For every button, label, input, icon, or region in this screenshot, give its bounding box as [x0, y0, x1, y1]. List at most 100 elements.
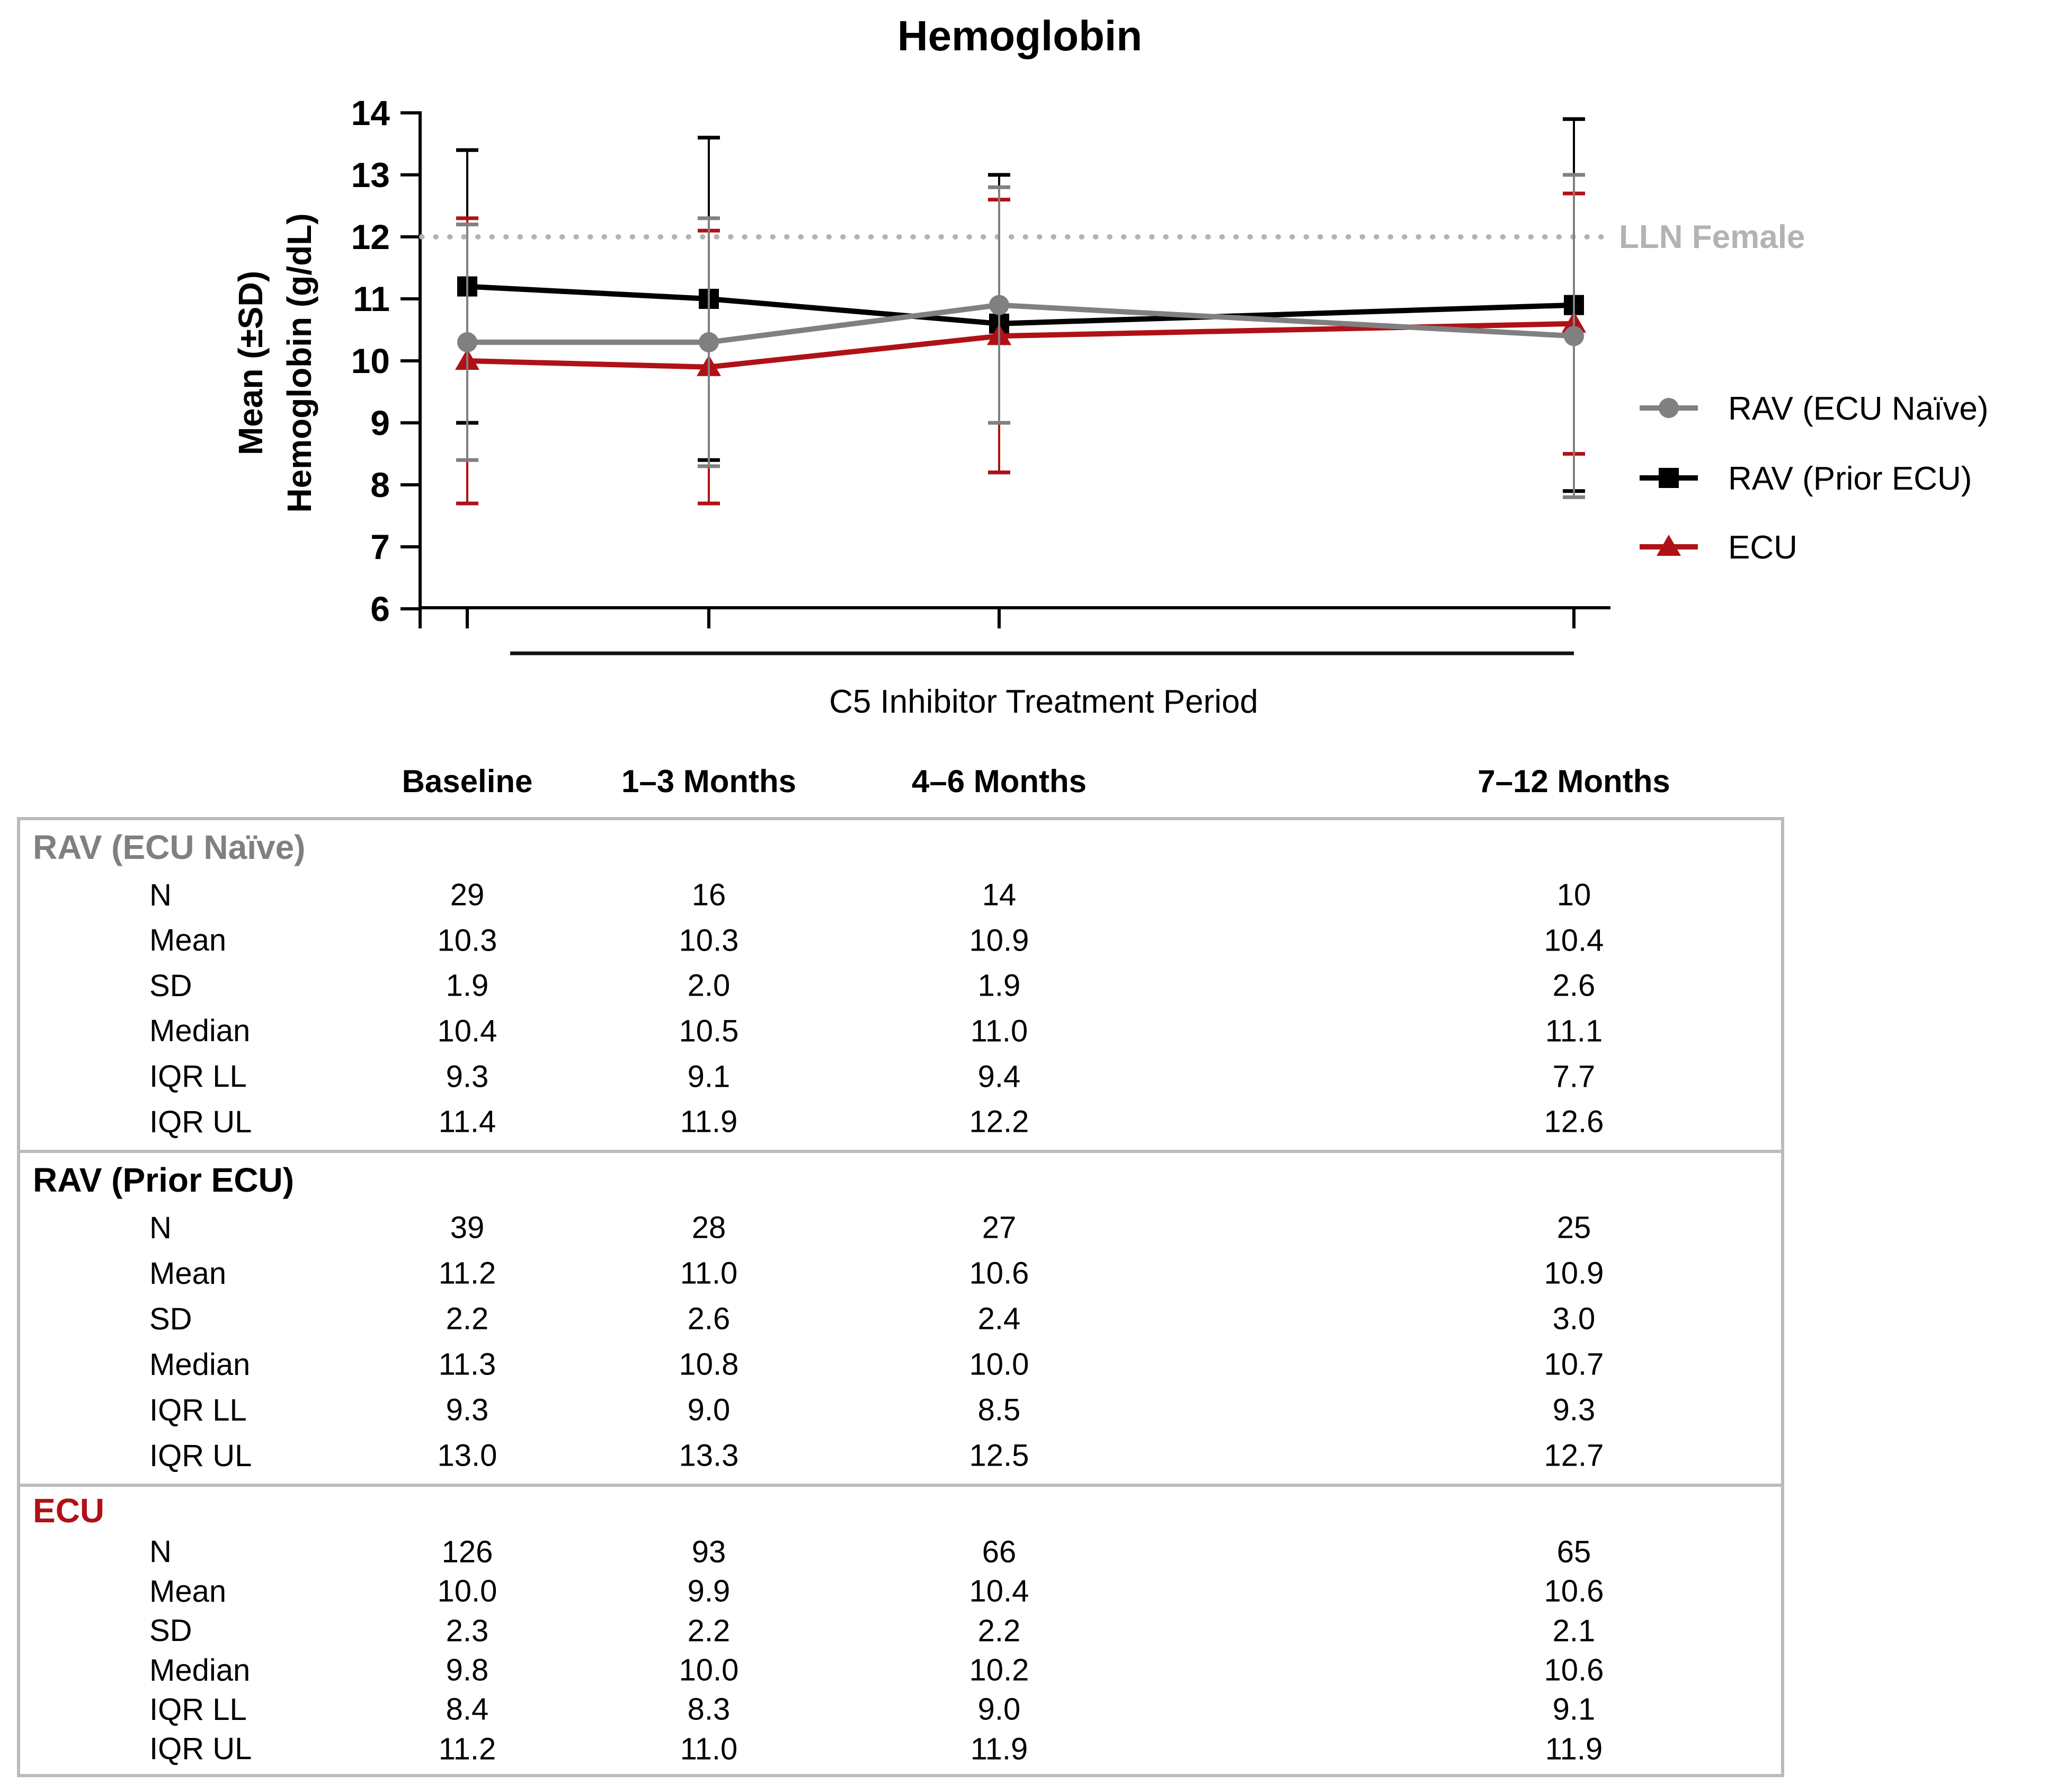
row-label: Mean [149, 923, 227, 958]
row-label: IQR LL [149, 1392, 247, 1427]
value-cell: 3.0 [1552, 1301, 1596, 1336]
y-tick-label: 7 [370, 527, 390, 566]
value-cell: 11.2 [438, 1256, 496, 1291]
value-cell: 65 [1556, 1534, 1591, 1569]
table-row: N 126 93 66 65 [20, 1532, 1781, 1572]
value-cell: 11.2 [438, 1732, 496, 1767]
value-cell: 10.0 [437, 1574, 497, 1609]
value-cell: 10.5 [679, 1014, 739, 1049]
value-cell: 9.3 [446, 1392, 489, 1427]
table-row: SD 1.9 2.0 1.9 2.6 [20, 963, 1781, 1008]
value-cell: 9.0 [977, 1692, 1021, 1727]
value-cell: 66 [982, 1534, 1017, 1569]
value-cell: 10.7 [1544, 1347, 1604, 1382]
value-cell: 1.9 [977, 968, 1021, 1003]
value-cell: 10.9 [969, 923, 1029, 958]
value-cell: 126 [441, 1534, 493, 1569]
value-cell: 13.3 [679, 1438, 739, 1473]
value-cell: 1.9 [446, 968, 489, 1003]
value-cell: 12.2 [969, 1104, 1029, 1139]
value-cell: 8.5 [977, 1392, 1021, 1427]
row-label: Mean [149, 1256, 227, 1291]
value-cell: 9.8 [446, 1653, 489, 1688]
table-row: IQR LL 8.4 8.3 9.0 9.1 [20, 1690, 1781, 1729]
row-label: IQR UL [149, 1732, 252, 1767]
value-cell: 12.7 [1544, 1438, 1604, 1473]
y-tick-label: 6 [370, 589, 390, 628]
chart-title: Hemoglobin [897, 12, 1142, 59]
value-cell: 10.2 [969, 1653, 1029, 1688]
y-tick-label: 8 [370, 465, 390, 504]
value-cell: 10 [1556, 877, 1591, 912]
value-cell: 10.8 [679, 1347, 739, 1382]
value-cell: 10.3 [437, 923, 497, 958]
value-cell: 2.4 [977, 1301, 1021, 1336]
circle-marker-icon [1564, 326, 1584, 347]
table-section-rav-prior-ecu: RAV (Prior ECU) N 39 28 27 25 Mean 11.2 11.0 10.6… [20, 1150, 1781, 1484]
row-label: Median [149, 1014, 251, 1049]
legend-square-icon [1659, 468, 1679, 488]
value-cell: 10.6 [1544, 1653, 1604, 1688]
circle-marker-icon [989, 295, 1009, 315]
table-row: Mean 10.3 10.3 10.9 10.4 [20, 918, 1781, 963]
row-label: IQR LL [149, 1059, 247, 1094]
row-label: N [149, 877, 172, 912]
table-row: IQR LL 9.3 9.0 8.5 9.3 [20, 1387, 1781, 1433]
value-cell: 10.4 [1544, 923, 1604, 958]
y-axis-label-line2: Hemoglobin (g/dL) [280, 213, 318, 512]
series-line-rav-prior-ecu [467, 283, 1574, 326]
table-row: Median 9.8 10.0 10.2 10.6 [20, 1651, 1781, 1690]
row-label: N [149, 1534, 172, 1569]
value-cell: 11.9 [970, 1732, 1028, 1767]
value-cell: 10.0 [969, 1347, 1029, 1382]
value-cell: 11.4 [438, 1104, 496, 1139]
value-cell: 2.2 [977, 1613, 1021, 1648]
value-cell: 7.7 [1552, 1059, 1596, 1094]
value-cell: 8.3 [687, 1692, 731, 1727]
value-cell: 12.6 [1544, 1104, 1604, 1139]
value-cell: 10.6 [969, 1256, 1029, 1291]
row-label: SD [149, 1301, 192, 1336]
value-cell: 11.0 [680, 1732, 738, 1767]
legend-item-ecu: ECU [1640, 529, 1797, 566]
series-line-rav-ecu-naive [467, 302, 1574, 345]
table-row: SD 2.3 2.2 2.2 2.1 [20, 1611, 1781, 1651]
value-cell: 2.1 [1552, 1613, 1596, 1648]
row-label: SD [149, 968, 192, 1003]
y-tick-label: 14 [351, 93, 390, 132]
value-cell: 10.4 [969, 1574, 1029, 1609]
value-cell: 9.1 [687, 1059, 731, 1094]
value-cell: 11.9 [1545, 1732, 1603, 1767]
value-cell: 10.4 [437, 1014, 497, 1049]
y-axis-label-line1: Mean (±SD) [232, 271, 270, 455]
column-header: 1–3 Months [621, 764, 797, 799]
value-cell: 2.2 [687, 1613, 731, 1648]
value-cell: 13.0 [437, 1438, 497, 1473]
value-cell: 16 [691, 877, 726, 912]
table-row: IQR UL 11.2 11.0 11.9 11.9 [20, 1729, 1781, 1769]
value-cell: 29 [450, 877, 485, 912]
series-rav-ecu-naive [456, 173, 1585, 499]
row-label: Median [149, 1347, 251, 1382]
y-tick-label: 13 [351, 155, 390, 194]
table-row: IQR LL 9.3 9.1 9.4 7.7 [20, 1054, 1781, 1099]
value-cell: 2.3 [446, 1613, 489, 1648]
series-line-ecu [467, 321, 1574, 370]
value-cell: 2.6 [1552, 968, 1596, 1003]
circle-marker-icon [699, 332, 719, 352]
value-cell: 9.0 [687, 1392, 731, 1427]
row-label: Mean [149, 1574, 227, 1609]
value-cell: 9.3 [446, 1059, 489, 1094]
value-cell: 11.1 [1545, 1014, 1603, 1049]
table-section-ecu: ECU N 126 93 66 65 Mean 10.0 9.9 10.4 10.6 SD 2.3 2.2… [20, 1484, 1781, 1774]
section-header: RAV (ECU Naïve) [33, 828, 306, 867]
value-cell: 10.6 [1544, 1574, 1604, 1609]
table-row: IQR UL 11.4 11.9 12.2 12.6 [20, 1099, 1781, 1145]
value-cell: 11.0 [970, 1014, 1028, 1049]
y-tick-label: 12 [351, 217, 390, 256]
row-label: SD [149, 1613, 192, 1648]
column-header: Baseline [402, 764, 533, 799]
value-cell: 14 [982, 877, 1017, 912]
section-header: ECU [33, 1491, 105, 1530]
